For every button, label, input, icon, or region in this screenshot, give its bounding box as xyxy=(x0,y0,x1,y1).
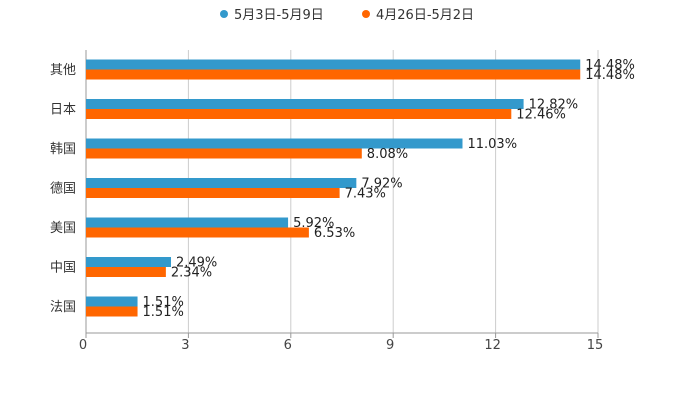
category-label: 美国 xyxy=(50,221,76,236)
bar-series-2 xyxy=(86,267,166,277)
bar-series-1 xyxy=(86,296,138,307)
x-tick-label: 6 xyxy=(284,338,292,353)
bar-series-2 xyxy=(86,109,512,119)
bar-series-1 xyxy=(86,257,171,267)
bar-series-1 xyxy=(86,178,357,188)
legend-marker-series-2 xyxy=(362,9,370,18)
data-label-series-2: 6.53% xyxy=(314,226,355,241)
data-label-series-1: 5.92% xyxy=(293,216,334,231)
category-label: 德国 xyxy=(50,182,76,197)
data-label-series-2: 7.43% xyxy=(345,187,386,202)
data-label-series-1: 1.51% xyxy=(143,295,184,310)
bar-series-1 xyxy=(86,217,289,228)
data-label-series-1: 14.48% xyxy=(585,58,635,73)
legend-item-series-2[interactable]: 4月26日-5月2日 xyxy=(362,4,474,23)
legend-item-series-1[interactable]: 5月3日-5月9日 xyxy=(220,4,324,23)
data-label-series-1: 12.82% xyxy=(529,98,579,113)
category-label: 法国 xyxy=(50,300,76,315)
data-label-series-1: 2.49% xyxy=(176,256,217,271)
legend-marker-series-1 xyxy=(220,9,228,18)
data-label-series-2: 12.46% xyxy=(516,108,566,123)
data-label-series-1: 7.92% xyxy=(361,177,402,192)
x-tick-label: 3 xyxy=(181,338,189,353)
data-label-series-2: 14.48% xyxy=(585,68,635,83)
data-label-series-1: 11.03% xyxy=(467,137,517,152)
bar-series-2 xyxy=(86,306,138,317)
bar-series-2 xyxy=(86,227,309,238)
data-label-series-2: 1.51% xyxy=(143,305,184,320)
x-tick-label: 9 xyxy=(386,338,394,353)
x-tick-label: 12 xyxy=(484,338,501,353)
bar-series-2 xyxy=(86,148,362,159)
bar-series-1 xyxy=(86,138,463,149)
legend-label-series-1: 5月3日-5月9日 xyxy=(234,8,324,23)
legend-label-series-2: 4月26日-5月2日 xyxy=(376,8,475,23)
bar-series-1 xyxy=(86,59,581,70)
bar-series-2 xyxy=(86,69,581,80)
data-label-series-2: 8.08% xyxy=(367,147,408,162)
category-label: 日本 xyxy=(50,103,76,118)
category-label: 中国 xyxy=(50,261,76,276)
x-tick-label: 15 xyxy=(587,338,604,353)
bar-series-1 xyxy=(86,99,524,109)
legend: 5月3日-5月9日 4月26日-5月2日 xyxy=(0,4,700,24)
x-tick-label: 0 xyxy=(79,338,87,353)
category-label: 其他 xyxy=(50,63,76,78)
bar-series-2 xyxy=(86,188,340,198)
data-label-series-2: 2.34% xyxy=(171,266,212,281)
category-label: 韩国 xyxy=(50,142,76,157)
